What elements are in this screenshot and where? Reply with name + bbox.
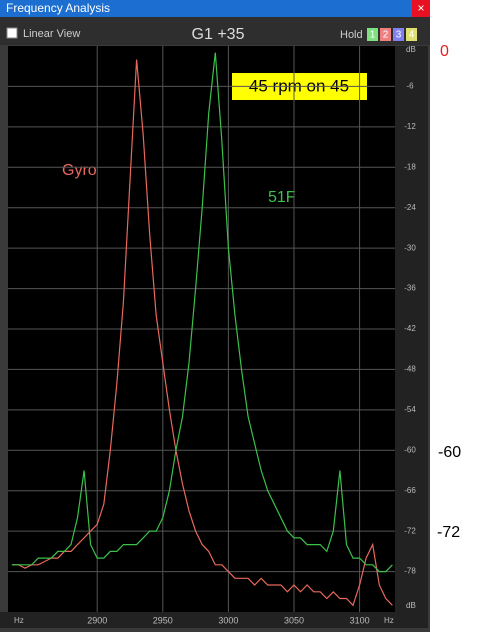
y-tick-label: -60	[404, 445, 416, 454]
annotation: -60	[438, 444, 461, 461]
y-tick-label: -36	[404, 284, 416, 293]
y-tick-label: -30	[404, 243, 416, 252]
x-tick-label: 2900	[87, 615, 107, 625]
y-tick-label: -72	[404, 526, 416, 535]
margin	[430, 0, 478, 632]
x-unit: Hz	[14, 616, 24, 625]
x-axis-panel	[0, 612, 428, 628]
x-tick-label: 3100	[350, 615, 370, 625]
hold-label: Hold	[340, 29, 363, 41]
hold-button-label[interactable]: 4	[409, 30, 415, 41]
y-tick-label: -12	[404, 122, 416, 131]
hold-button-label[interactable]: 3	[396, 30, 402, 41]
series-label: Gyro	[62, 162, 97, 179]
hold-button[interactable]	[406, 28, 417, 41]
hold-button-label[interactable]: 1	[370, 30, 376, 41]
toolbar	[0, 17, 430, 45]
y-tick-label: -24	[404, 203, 416, 212]
series-line	[11, 52, 393, 573]
y-tick-label: -54	[404, 405, 416, 414]
y-tick-label: -48	[404, 365, 416, 374]
channel-label: G1 +35	[192, 26, 245, 43]
x-unit: Hz	[384, 616, 394, 625]
series-label: 51F	[268, 189, 296, 206]
y-tick-label: -6	[406, 82, 414, 91]
annotation: -72	[437, 524, 460, 541]
checkbox[interactable]	[6, 27, 18, 39]
checkbox-label[interactable]: Linear View	[23, 28, 80, 40]
hold-button-label[interactable]: 2	[383, 30, 389, 41]
y-axis-panel	[395, 46, 428, 628]
y-tick-label: -18	[404, 162, 416, 171]
y-unit: dB	[406, 45, 416, 54]
annotation: 0	[440, 43, 449, 60]
title-bar	[0, 0, 430, 17]
window-title: Frequency Analysis	[6, 1, 110, 15]
y-unit: dB	[406, 601, 416, 610]
hold-button[interactable]	[380, 28, 391, 41]
y-tick-label: -66	[404, 486, 416, 495]
x-tick-label: 2950	[153, 615, 173, 625]
close-icon[interactable]: ×	[417, 1, 424, 15]
hold-button[interactable]	[367, 28, 378, 41]
series-line	[11, 59, 393, 607]
close-button[interactable]	[412, 0, 430, 17]
x-tick-label: 3000	[218, 615, 238, 625]
y-tick-label: -78	[404, 567, 416, 576]
hold-button[interactable]	[393, 28, 404, 41]
y-tick-label: -42	[404, 324, 416, 333]
x-tick-label: 3050	[284, 615, 304, 625]
